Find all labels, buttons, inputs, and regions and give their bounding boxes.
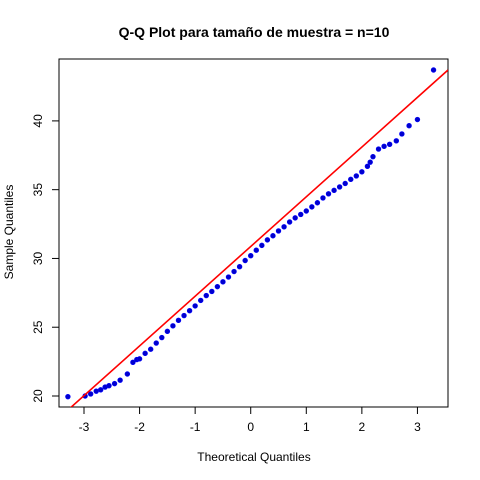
data-point (186, 308, 193, 314)
data-point (359, 169, 365, 175)
y-axis-label: Sample Quantiles (2, 185, 16, 280)
x-tick-label: 1 (303, 420, 310, 434)
data-point (181, 312, 187, 319)
data-point (270, 233, 276, 239)
y-tick-label: 25 (31, 320, 45, 334)
data-point (170, 323, 176, 329)
data-point (231, 268, 237, 275)
data-point (236, 263, 243, 270)
data-point (175, 317, 182, 324)
x-tick-label: 2 (359, 420, 366, 434)
data-point (303, 208, 309, 214)
data-point (286, 219, 293, 225)
data-point (336, 184, 343, 190)
data-point (130, 359, 136, 365)
x-tick-label: 0 (247, 420, 254, 434)
data-point (375, 146, 382, 152)
data-point (292, 215, 298, 221)
x-axis-label: Theoretical Quantiles (197, 450, 310, 464)
y-tick-label: 35 (31, 183, 45, 197)
data-point (248, 252, 254, 259)
data-point (225, 274, 232, 280)
data-point (348, 176, 354, 183)
plot-frame (58, 58, 449, 408)
data-point (393, 138, 400, 144)
data-point (65, 393, 71, 400)
x-tick-label: -1 (190, 420, 201, 434)
data-point (314, 200, 321, 206)
data-point (209, 288, 215, 295)
data-point (192, 303, 198, 309)
data-point (124, 371, 131, 377)
data-point (242, 257, 248, 264)
data-point (198, 297, 204, 304)
data-point (309, 204, 315, 210)
reference-line (70, 69, 448, 407)
data-point (106, 382, 112, 389)
y-axis: 20 25 30 35 40 (31, 114, 60, 403)
data-point (264, 237, 271, 243)
data-point (370, 153, 376, 160)
data-point (117, 377, 123, 383)
data-point (147, 346, 154, 352)
data-point (136, 356, 143, 362)
data-point (159, 334, 165, 341)
data-point (367, 159, 373, 165)
data-point (414, 116, 421, 123)
data-point (203, 292, 209, 299)
data-point (320, 195, 326, 201)
x-axis: -3 -2 -1 0 1 2 3 (79, 406, 421, 434)
data-point (93, 388, 99, 394)
x-tick-label: -3 (79, 420, 90, 434)
data-point (430, 67, 437, 73)
y-tick-label: 20 (31, 389, 45, 403)
x-tick-label: 3 (414, 420, 421, 434)
data-point (281, 224, 287, 230)
data-point (153, 340, 159, 346)
data-point (325, 191, 332, 197)
plot-area (65, 67, 448, 407)
data-point (331, 187, 337, 194)
data-point (386, 141, 393, 147)
data-point (87, 391, 94, 397)
data-point (111, 380, 118, 387)
data-point (142, 350, 148, 357)
data-point (164, 328, 171, 335)
chart-title: Q-Q Plot para tamaño de muestra = n=10 (119, 24, 390, 40)
data-point (220, 279, 226, 285)
y-tick-label: 30 (31, 251, 45, 265)
y-tick-label: 40 (31, 114, 45, 128)
data-point (253, 247, 259, 253)
data-point (353, 173, 360, 179)
data-point (214, 283, 221, 290)
data-point (406, 123, 412, 129)
x-tick-label: -2 (134, 420, 145, 434)
data-point (381, 143, 387, 150)
data-point (298, 211, 304, 218)
data-point (342, 180, 348, 187)
data-point (97, 387, 104, 393)
data-point (399, 131, 405, 137)
data-point (259, 242, 265, 249)
data-point (275, 228, 282, 234)
data-point (364, 163, 371, 169)
